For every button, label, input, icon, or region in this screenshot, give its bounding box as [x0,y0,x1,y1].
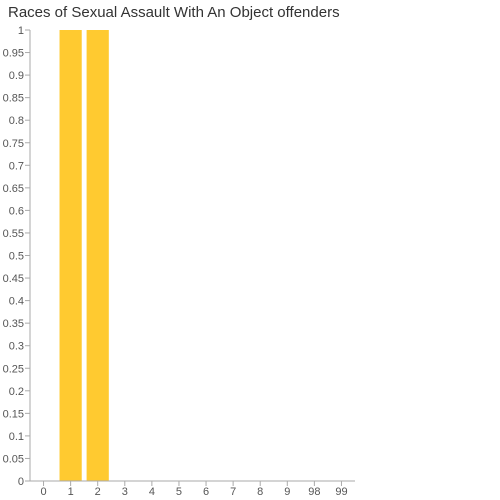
x-tick-label: 4 [149,486,155,498]
x-tick-label: 2 [95,486,101,498]
x-tick-label: 99 [335,486,347,498]
y-tick-label: 0.15 [3,408,24,420]
x-tick-label: 7 [230,486,236,498]
y-tick-label: 0.25 [3,363,24,375]
y-tick-label: 0.5 [9,251,24,263]
y-tick-label: 0.75 [3,138,24,150]
y-tick-label: 0.65 [3,183,24,195]
y-tick-label: 0.3 [9,341,24,353]
bar-2 [86,30,109,481]
chart-title: Races of Sexual Assault With An Object o… [8,4,340,21]
x-tick-label: 98 [308,486,320,498]
x-tick-label: 5 [176,486,182,498]
y-tick-label: 0 [18,476,24,488]
plot-area [59,30,109,481]
x-tick-label: 1 [68,486,74,498]
y-tick-label: 1 [18,25,24,37]
y-tick-label: 0.9 [9,70,24,82]
y-tick-label: 0.1 [9,431,24,443]
y-tick-label: 0.4 [9,296,24,308]
y-tick-label: 0.85 [3,93,24,105]
y-tick-label: 0.8 [9,115,24,127]
y-tick-label: 0.45 [3,273,24,285]
y-axis: 0 0.05 0.1 0.15 0.2 0.25 0.3 0.35 0.4 0.45 0.5 0.55… [3,25,31,488]
y-tick-label: 0.7 [9,160,24,172]
x-tick-label: 6 [203,486,209,498]
x-tick-label: 8 [257,486,263,498]
y-tick-label: 0.55 [3,228,24,240]
y-tick-label: 0.6 [9,205,24,217]
y-tick-label: 0.95 [3,48,24,60]
x-tick-label: 0 [40,486,46,498]
y-tick-label: 0.05 [3,453,24,465]
y-tick-label: 0.2 [9,386,24,398]
x-tick-label: 3 [122,486,128,498]
bar-1 [59,30,82,481]
x-axis: 0 1 2 3 4 5 6 7 8 9 98 99 [30,480,355,498]
x-tick-label: 9 [284,486,290,498]
y-tick-label: 0.35 [3,318,24,330]
